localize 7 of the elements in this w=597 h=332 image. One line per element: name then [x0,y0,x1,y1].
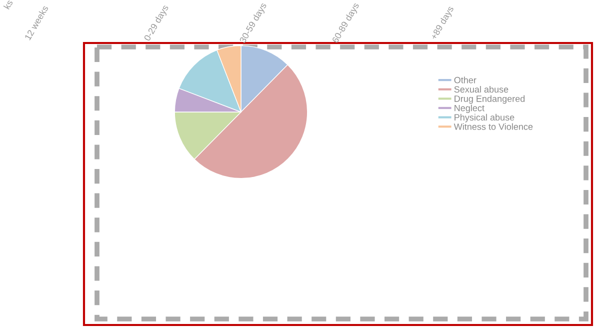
legend-label: Other [454,76,476,84]
legend-label: Physical abuse [454,114,514,122]
legend-label: Witness to Violence [454,123,533,130]
legend-label: Sexual abuse [454,86,508,93]
text: ks [3,0,14,10]
legend-label: Drug Endangered [454,95,525,104]
legend-label: Neglect [454,104,484,114]
